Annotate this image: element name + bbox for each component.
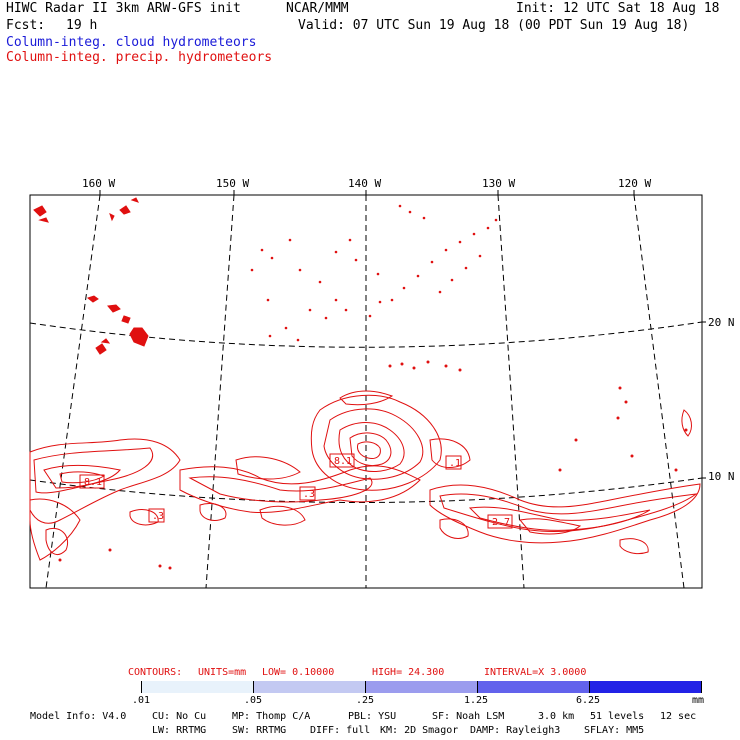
model-info-version: Model Info: V4.0 [30, 711, 127, 722]
west-band [29, 438, 181, 524]
precip-contours [29, 197, 701, 570]
init-time: Init: 12 UTC Sat 18 Aug 18 [516, 1, 720, 16]
contours-low: LOW= 0.10000 [262, 667, 335, 678]
model-info-levels: 51 levels [590, 711, 645, 722]
contour-label-5: .3 [152, 511, 164, 522]
model-info-diff: DIFF: full [310, 725, 371, 736]
colorbar-swatch-6 [590, 681, 701, 693]
contour-label-6: 2.7 [492, 517, 510, 528]
colorbar-swatch-1 [30, 681, 142, 693]
east-band [429, 483, 701, 544]
plot-title: HIWC Radar II 3km ARW-GFS init [6, 1, 241, 16]
meridian-150w [205, 194, 235, 589]
scattered-cells [58, 204, 688, 570]
model-info-mp: MP: Thomp C/A [232, 711, 311, 722]
model-info-sflay: SFLAY: MM5 [584, 725, 645, 736]
colorbar-tick-5: 6.25 [576, 695, 601, 706]
meridian-130w [497, 194, 525, 589]
model-info-km: KM: 2D Smagor [380, 725, 459, 736]
lat-label-10n: 10 N [708, 470, 735, 483]
cloud-legend-line: Column-integ. cloud hydrometeors [6, 35, 257, 50]
colorbar-swatch-3 [254, 681, 366, 693]
forecast-hour: 19 h [66, 18, 98, 33]
lat-label-20n: 20 N [708, 316, 735, 329]
contour-label-3: .1 [449, 458, 461, 469]
contour-label-2: 8.1 [334, 456, 352, 467]
colorbar-tick-2: .05 [244, 695, 263, 706]
forecast-label: Fcst: [6, 18, 46, 33]
precip-legend-line: Column-integ. precip. hydrometeors [6, 50, 273, 65]
colorbar-swatch-2 [142, 681, 254, 693]
lon-label-130w: 130 W [482, 177, 515, 190]
colorbar-tick-4: 1.25 [464, 695, 489, 706]
colorbar-tick-3: .25 [356, 695, 375, 706]
contours-units: UNITS=mm [198, 667, 247, 678]
lon-label-160w: 160 W [82, 177, 115, 190]
contours-label: CONTOURS: [128, 667, 183, 678]
model-info-sf: SF: Noah LSM [432, 711, 505, 722]
model-info-timestep: 12 sec [660, 711, 697, 722]
central-band [179, 465, 421, 514]
model-info-cu: CU: No Cu [152, 711, 207, 722]
contour-label-1: 8.1 [84, 477, 102, 488]
contour-label-4: .3 [303, 489, 315, 500]
model-info-pbl: PBL: YSU [348, 711, 397, 722]
meridian-120w [633, 194, 685, 589]
model-info-damp: DAMP: Rayleigh3 [470, 725, 561, 736]
central-complex [310, 394, 442, 491]
model-info-sw: SW: RRTMG [232, 725, 287, 736]
contours-interval: INTERVAL=X 3.0000 [484, 667, 587, 678]
meridian-160w [45, 194, 101, 589]
lon-label-150w: 150 W [216, 177, 249, 190]
lon-label-140w: 140 W [348, 177, 381, 190]
valid-time: Valid: 07 UTC Sun 19 Aug 18 (00 PDT Sun … [298, 18, 690, 33]
model-info-res: 3.0 km [538, 711, 575, 722]
contours-high: HIGH= 24.300 [372, 667, 445, 678]
colorbar-swatch-4 [366, 681, 478, 693]
lon-label-120w: 120 W [618, 177, 651, 190]
org-label: NCAR/MMM [286, 1, 349, 16]
colorbar-unit: mm [692, 695, 705, 706]
colorbar-swatch-5 [478, 681, 590, 693]
hawaii-islands [86, 295, 149, 347]
colorbar-tick-1: .01 [132, 695, 151, 706]
model-info-lw: LW: RRTMG [152, 725, 207, 736]
